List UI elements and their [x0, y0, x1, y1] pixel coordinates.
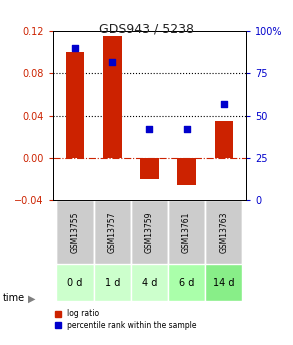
Legend: log ratio, percentile rank within the sample: log ratio, percentile rank within the sa…	[54, 309, 196, 330]
Text: GSM13763: GSM13763	[219, 211, 228, 253]
FancyBboxPatch shape	[205, 264, 242, 301]
FancyBboxPatch shape	[94, 264, 131, 301]
Point	[73, 45, 77, 51]
FancyBboxPatch shape	[131, 264, 168, 301]
Bar	[103, 36, 122, 158]
Bar	[66, 52, 84, 158]
FancyBboxPatch shape	[205, 200, 242, 264]
Text: GSM13761: GSM13761	[182, 211, 191, 253]
Point	[147, 127, 152, 132]
Text: GSM13759: GSM13759	[145, 211, 154, 253]
FancyBboxPatch shape	[94, 200, 131, 264]
Point	[184, 127, 189, 132]
Text: GSM13757: GSM13757	[108, 211, 117, 253]
Bar	[177, 158, 196, 185]
FancyBboxPatch shape	[168, 264, 205, 301]
Point	[110, 59, 115, 64]
FancyBboxPatch shape	[57, 264, 94, 301]
Text: 4 d: 4 d	[142, 277, 157, 287]
Text: 0 d: 0 d	[67, 277, 83, 287]
Text: 14 d: 14 d	[213, 277, 235, 287]
Text: time: time	[3, 294, 25, 303]
Bar	[140, 158, 159, 179]
Bar	[214, 121, 233, 158]
Text: ▶: ▶	[28, 294, 35, 303]
Text: 6 d: 6 d	[179, 277, 194, 287]
FancyBboxPatch shape	[168, 200, 205, 264]
Text: GSM13755: GSM13755	[71, 211, 80, 253]
Text: GDS943 / 5238: GDS943 / 5238	[99, 22, 194, 36]
FancyBboxPatch shape	[57, 200, 94, 264]
Point	[222, 101, 226, 107]
Text: 1 d: 1 d	[105, 277, 120, 287]
FancyBboxPatch shape	[131, 200, 168, 264]
